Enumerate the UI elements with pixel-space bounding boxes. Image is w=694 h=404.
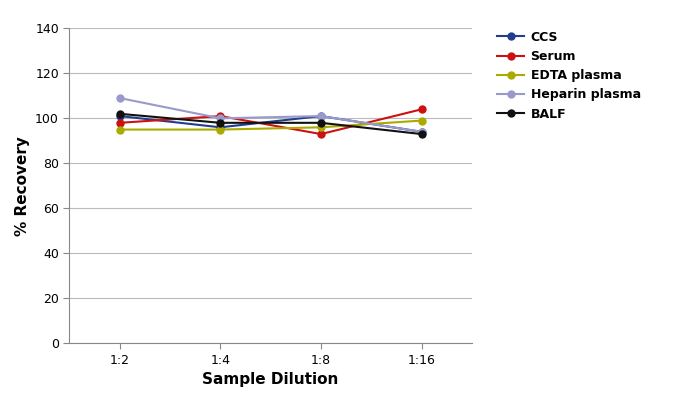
CCS	[115, 114, 124, 118]
Line: Heparin plasma: Heparin plasma	[116, 95, 425, 135]
Line: BALF: BALF	[116, 110, 425, 137]
Heparin plasma	[115, 96, 124, 101]
Serum	[418, 107, 426, 112]
Heparin plasma	[418, 129, 426, 134]
CCS	[418, 129, 426, 134]
Line: Serum: Serum	[116, 106, 425, 137]
X-axis label: Sample Dilution: Sample Dilution	[203, 372, 339, 387]
Line: CCS: CCS	[116, 113, 425, 135]
EDTA plasma	[418, 118, 426, 123]
Line: EDTA plasma: EDTA plasma	[116, 117, 425, 133]
Serum	[217, 114, 225, 118]
Legend: CCS, Serum, EDTA plasma, Heparin plasma, BALF: CCS, Serum, EDTA plasma, Heparin plasma,…	[494, 28, 643, 123]
EDTA plasma	[217, 127, 225, 132]
CCS	[316, 114, 325, 118]
CCS	[217, 125, 225, 130]
Y-axis label: % Recovery: % Recovery	[15, 136, 30, 236]
BALF	[115, 112, 124, 116]
EDTA plasma	[316, 125, 325, 130]
BALF	[217, 120, 225, 125]
Serum	[115, 120, 124, 125]
Heparin plasma	[316, 114, 325, 118]
BALF	[418, 132, 426, 137]
EDTA plasma	[115, 127, 124, 132]
Serum	[316, 132, 325, 137]
BALF	[316, 120, 325, 125]
Heparin plasma	[217, 116, 225, 121]
